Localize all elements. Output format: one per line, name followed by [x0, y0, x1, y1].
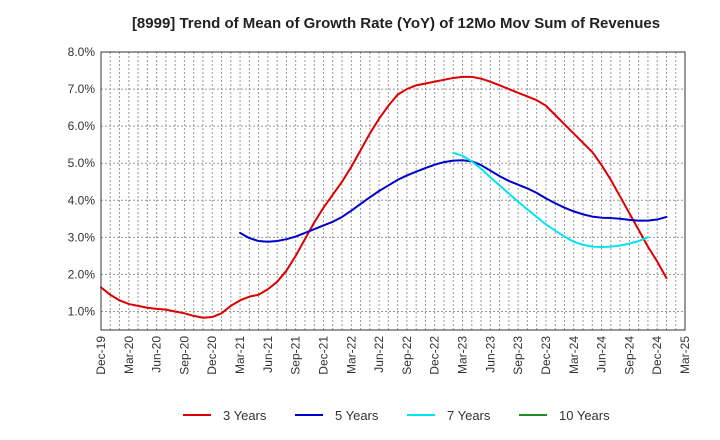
y-axis: 1.0% 2.0% 3.0% 4.0% 5.0% 6.0% 7.0% 8.0% — [68, 45, 96, 318]
y-tick-label: 3.0% — [68, 230, 96, 244]
y-tick-label: 5.0% — [68, 156, 96, 170]
y-tick-label: 4.0% — [68, 193, 96, 207]
legend-label: 5 Years — [335, 408, 379, 423]
x-tick-label: Dec-24 — [650, 336, 664, 375]
x-tick-label: Dec-19 — [94, 336, 108, 375]
x-tick-label: Jun-22 — [372, 336, 386, 373]
legend-label: 10 Years — [559, 408, 610, 423]
x-tick-label: Mar-21 — [233, 336, 247, 374]
x-tick-label: Jun-23 — [483, 336, 497, 373]
x-tick-label: Jun-20 — [150, 336, 164, 373]
x-tick-label: Sep-21 — [289, 336, 303, 375]
x-tick-label: Jun-24 — [595, 336, 609, 373]
y-tick-label: 1.0% — [68, 304, 96, 318]
legend: 3 Years 5 Years 7 Years 10 Years — [183, 408, 610, 423]
series-line-3-years — [100, 75, 668, 319]
x-tick-label: Mar-22 — [344, 336, 358, 374]
y-tick-label: 6.0% — [68, 119, 96, 133]
series-line-5-years — [239, 159, 668, 243]
x-tick-label: Mar-23 — [456, 336, 470, 374]
x-tick-label: Mar-24 — [567, 336, 581, 374]
y-tick-label: 7.0% — [68, 82, 96, 96]
x-tick-label: Dec-22 — [428, 336, 442, 375]
chart-title: [8999] Trend of Mean of Growth Rate (YoY… — [132, 15, 660, 32]
x-axis: Dec-19 Mar-20 Jun-20 Sep-20 Dec-20 Mar-21 Jun-… — [94, 336, 692, 375]
x-tick-label: Jun-21 — [261, 336, 275, 373]
x-tick-label: Sep-23 — [511, 336, 525, 375]
x-tick-label: Sep-20 — [177, 336, 191, 375]
y-tick-label: 2.0% — [68, 267, 96, 281]
x-tick-label: Dec-23 — [539, 336, 553, 375]
x-tick-label: Sep-24 — [622, 336, 636, 375]
plot-area — [101, 52, 685, 330]
x-tick-label: Mar-25 — [678, 336, 692, 374]
series-lines — [100, 75, 668, 319]
series-line-7-years — [452, 151, 649, 248]
plot-border — [100, 51, 686, 331]
legend-label: 3 Years — [223, 408, 267, 423]
legend-label: 7 Years — [447, 408, 491, 423]
y-tick-label: 8.0% — [68, 45, 96, 59]
x-tick-label: Dec-20 — [205, 336, 219, 375]
x-tick-label: Sep-22 — [400, 336, 414, 375]
x-tick-label: Dec-21 — [316, 336, 330, 375]
x-tick-label: Mar-20 — [122, 336, 136, 374]
